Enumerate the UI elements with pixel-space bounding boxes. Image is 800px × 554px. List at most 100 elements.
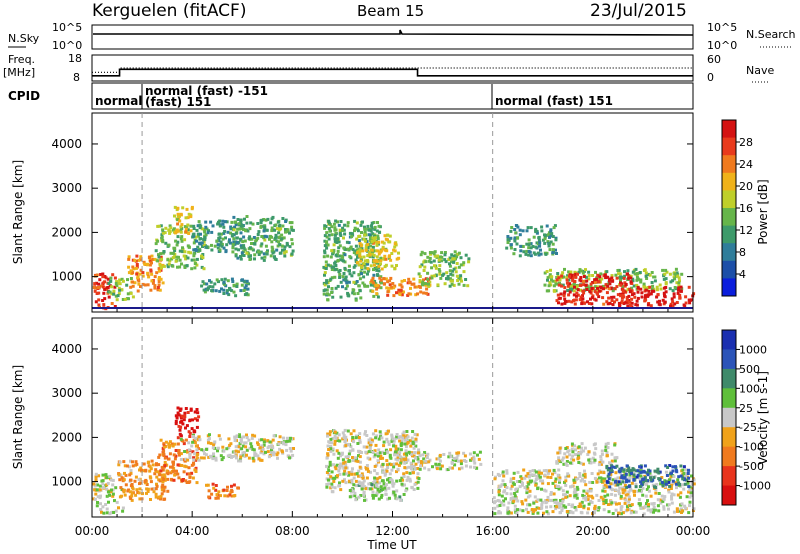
heatmap-cell: [670, 492, 674, 496]
heatmap-cell: [579, 450, 583, 454]
heatmap-cell: [208, 279, 211, 283]
heatmap-cell: [163, 445, 166, 449]
heatmap-cell: [390, 264, 394, 268]
heatmap-cell: [608, 282, 612, 286]
ytick-label: 1000: [51, 475, 82, 489]
heatmap-cell: [195, 418, 199, 422]
heatmap-cell: [645, 502, 648, 505]
colorbar-tick-label: -500: [739, 460, 764, 473]
heatmap-cell: [192, 227, 196, 230]
heatmap-cell: [556, 473, 560, 477]
heatmap-cell: [187, 212, 191, 216]
heatmap-cell: [588, 480, 592, 484]
heatmap-cell: [383, 282, 386, 286]
heatmap-cell: [671, 479, 675, 483]
heatmap-cell: [173, 205, 177, 209]
heatmap-cell: [192, 252, 196, 256]
heatmap-cell: [561, 489, 565, 493]
heatmap-cell: [571, 278, 575, 282]
heatmap-cell: [363, 284, 367, 288]
heatmap-cell: [601, 489, 605, 493]
heatmap-cell: [129, 285, 133, 289]
heatmap-cell: [442, 453, 446, 456]
heatmap-cell: [614, 480, 617, 484]
heatmap-cell: [678, 293, 682, 297]
heatmap-cell: [472, 457, 476, 461]
heatmap-cell: [271, 215, 275, 219]
heatmap-cell: [128, 490, 132, 494]
heatmap-cell: [193, 262, 197, 266]
heatmap-cell: [174, 419, 178, 423]
heatmap-cell: [101, 473, 105, 477]
heatmap-cell: [94, 300, 98, 304]
heatmap-cell: [185, 481, 189, 484]
heatmap-cell: [375, 265, 379, 269]
heatmap-cell: [577, 461, 581, 464]
heatmap-cell: [336, 258, 340, 262]
heatmap-cell: [497, 510, 501, 513]
heatmap-cell: [237, 445, 241, 449]
heatmap-cell: [325, 483, 329, 486]
heatmap-cell: [153, 275, 157, 279]
heatmap-cell: [160, 235, 164, 239]
heatmap-cell: [604, 442, 608, 446]
heatmap-cell: [555, 502, 559, 506]
heatmap-cell: [524, 474, 528, 478]
heatmap-cell: [678, 279, 681, 283]
heatmap-cell: [236, 218, 240, 221]
heatmap-cell: [628, 287, 632, 291]
heatmap-cell: [346, 291, 350, 295]
heatmap-cell: [216, 446, 220, 450]
heatmap-cell: [341, 226, 345, 230]
heatmap-cell: [158, 453, 162, 457]
heatmap-cell: [213, 244, 217, 248]
heatmap-cell: [616, 293, 620, 297]
heatmap-cell: [215, 239, 219, 243]
heatmap-cell: [162, 442, 166, 446]
heatmap-cell: [534, 470, 538, 474]
heatmap-cell: [392, 490, 396, 494]
heatmap-cell: [658, 283, 662, 287]
heatmap-cell: [242, 254, 246, 257]
heatmap-cell: [596, 292, 600, 296]
heatmap-cell: [393, 493, 397, 497]
heatmap-cell: [229, 241, 232, 245]
heatmap-cell: [554, 282, 558, 286]
heatmap-cell: [394, 436, 398, 440]
heatmap-cell: [127, 465, 131, 469]
heatmap-cell: [567, 503, 571, 506]
ytick-label: 4000: [51, 342, 82, 356]
heatmap-cell: [636, 272, 640, 275]
heatmap-cell: [537, 253, 541, 257]
heatmap-cell: [207, 455, 211, 459]
heatmap-cell: [669, 487, 673, 490]
heatmap-cell: [387, 480, 391, 484]
heatmap-cell: [381, 450, 385, 454]
heatmap-cell: [360, 231, 363, 234]
heatmap-cell: [385, 469, 389, 473]
heatmap-cell: [384, 257, 388, 261]
heatmap-cell: [519, 475, 523, 479]
heatmap-cell: [501, 470, 505, 474]
heatmap-cell: [163, 231, 167, 235]
heatmap-cell: [626, 272, 629, 276]
heatmap-cell: [650, 287, 654, 291]
heatmap-cell: [351, 467, 354, 471]
heatmap-cell: [558, 451, 562, 455]
heatmap-cell: [568, 494, 572, 498]
heatmap-cell: [363, 233, 367, 237]
heatmap-cell: [149, 498, 152, 501]
heatmap-cell: [243, 239, 247, 243]
heatmap-cell: [559, 292, 563, 296]
heatmap-cell: [157, 455, 161, 459]
heatmap-cell: [403, 461, 407, 465]
heatmap-cell: [368, 255, 372, 259]
heatmap-cell: [271, 453, 275, 457]
heatmap-cell: [553, 224, 557, 228]
heatmap-cell: [342, 461, 346, 465]
heatmap-cell: [397, 463, 401, 467]
heatmap-cell: [591, 481, 595, 484]
heatmap-cell: [342, 434, 346, 438]
heatmap-cell: [435, 467, 439, 471]
heatmap-cell: [590, 494, 594, 498]
